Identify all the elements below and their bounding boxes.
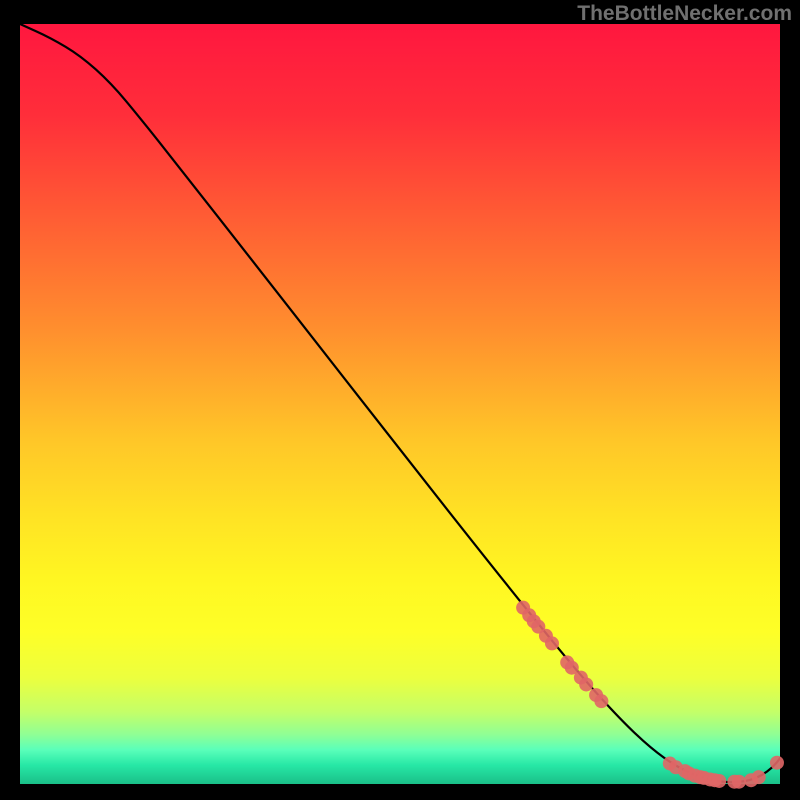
data-marker <box>770 756 784 770</box>
data-marker <box>594 694 608 708</box>
data-marker <box>579 677 593 691</box>
data-marker <box>752 770 766 784</box>
data-marker <box>732 775 746 789</box>
watermark-text: TheBottleNecker.com <box>577 2 792 26</box>
data-marker <box>545 636 559 650</box>
gradient-background <box>20 24 780 784</box>
data-marker <box>712 774 726 788</box>
chart-container: { "watermark": { "text": "TheBottleNecke… <box>0 0 800 800</box>
bottleneck-curve-chart <box>0 0 800 800</box>
